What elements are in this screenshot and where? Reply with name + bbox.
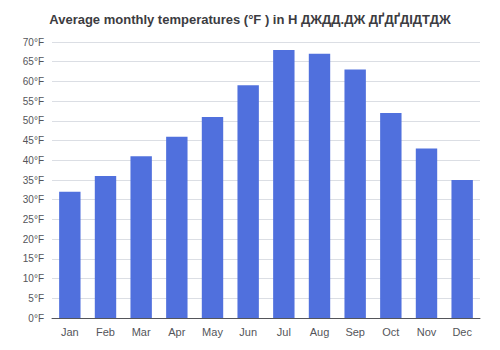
svg-text:May: May: [202, 326, 223, 338]
svg-text:5°F: 5°F: [28, 293, 44, 304]
svg-text:50°F: 50°F: [23, 115, 44, 126]
svg-text:Jun: Jun: [239, 326, 257, 338]
svg-text:Aug: Aug: [310, 326, 330, 338]
svg-text:Oct: Oct: [382, 326, 399, 338]
svg-text:45°F: 45°F: [23, 135, 44, 146]
svg-text:35°F: 35°F: [23, 175, 44, 186]
svg-text:10°F: 10°F: [23, 273, 44, 284]
svg-text:65°F: 65°F: [23, 56, 44, 67]
svg-text:20°F: 20°F: [23, 234, 44, 245]
svg-text:Sep: Sep: [345, 326, 365, 338]
svg-text:Dec: Dec: [452, 326, 472, 338]
svg-text:Nov: Nov: [417, 326, 437, 338]
svg-text:15°F: 15°F: [23, 253, 44, 264]
svg-text:Apr: Apr: [168, 326, 185, 338]
svg-text:Jan: Jan: [61, 326, 79, 338]
svg-text:40°F: 40°F: [23, 155, 44, 166]
svg-text:Average monthly temperatures (: Average monthly temperatures (°F ) in Н …: [49, 12, 451, 27]
svg-text:55°F: 55°F: [23, 96, 44, 107]
svg-text:25°F: 25°F: [23, 214, 44, 225]
svg-text:60°F: 60°F: [23, 76, 44, 87]
svg-text:30°F: 30°F: [23, 194, 44, 205]
svg-text:0°F: 0°F: [28, 313, 44, 324]
svg-text:Feb: Feb: [96, 326, 115, 338]
svg-text:Mar: Mar: [132, 326, 151, 338]
svg-text:Jul: Jul: [277, 326, 291, 338]
svg-text:70°F: 70°F: [23, 37, 44, 48]
